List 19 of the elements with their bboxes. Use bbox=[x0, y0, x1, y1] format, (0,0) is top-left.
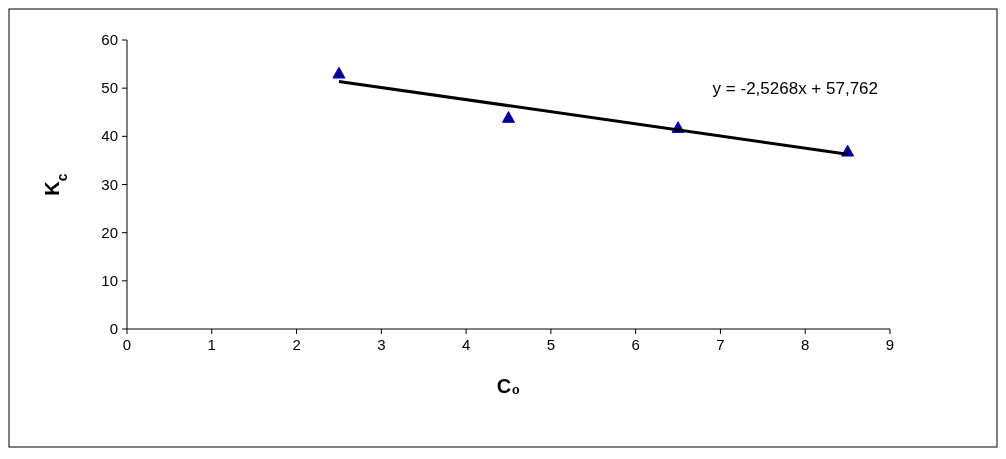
annotation: y = -2,5268x + 57,762 bbox=[712, 79, 878, 99]
y-tick-label: 20 bbox=[101, 223, 118, 241]
y-tick-label: 60 bbox=[101, 31, 118, 48]
y-tick-label: 0 bbox=[109, 320, 118, 337]
x-tick-label: 8 bbox=[801, 336, 810, 353]
x-tick-label: 6 bbox=[631, 336, 640, 353]
x-tick-label: 9 bbox=[885, 336, 895, 353]
y-tick-label: 50 bbox=[101, 79, 118, 97]
x-tick-label: 0 bbox=[122, 336, 132, 353]
x-tick-label: 7 bbox=[716, 336, 725, 353]
y-tick-label: 30 bbox=[101, 175, 118, 193]
x-tick-label: 2 bbox=[292, 336, 301, 353]
x-tick-label: 1 bbox=[207, 336, 216, 353]
x-axis-title: C₀ bbox=[496, 375, 521, 397]
y-tick-label: 40 bbox=[101, 127, 118, 145]
x-tick-label: 5 bbox=[546, 336, 556, 353]
x-tick-label: 4 bbox=[461, 336, 471, 353]
y-tick-label: 10 bbox=[101, 271, 118, 289]
x-tick-label: 3 bbox=[377, 336, 386, 353]
